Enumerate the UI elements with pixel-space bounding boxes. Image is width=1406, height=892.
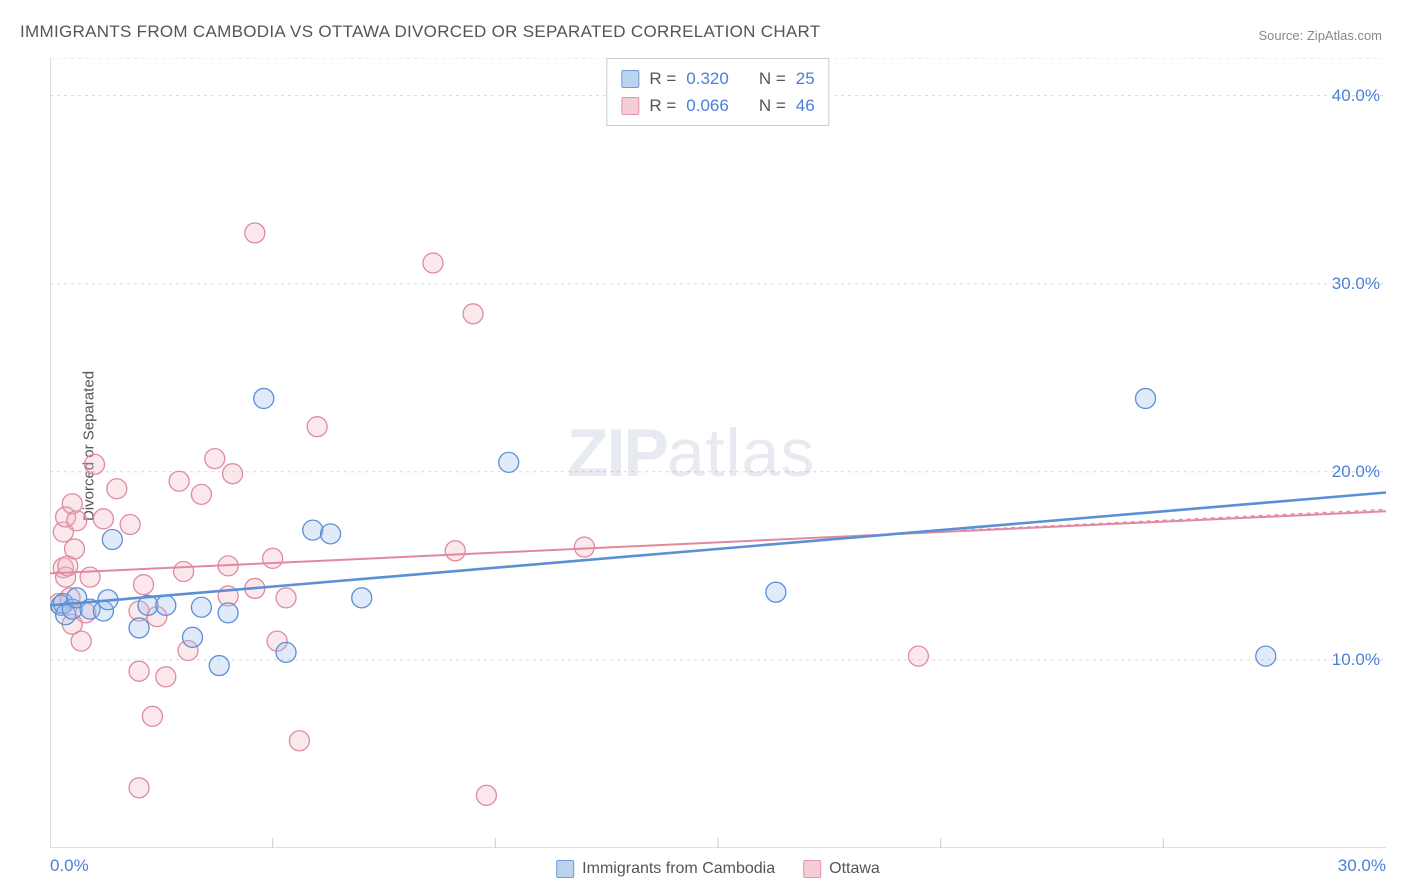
legend-series: Immigrants from Cambodia Ottawa bbox=[556, 860, 880, 878]
legend-stats-row: R = 0.066 N = 46 bbox=[621, 92, 814, 119]
n-value: 46 bbox=[796, 92, 815, 119]
legend-swatch bbox=[803, 860, 821, 878]
r-value: 0.320 bbox=[686, 65, 729, 92]
legend-swatch bbox=[556, 860, 574, 878]
chart-svg bbox=[50, 58, 1386, 848]
y-tick-label: 40.0% bbox=[1332, 86, 1380, 106]
n-value: 25 bbox=[796, 65, 815, 92]
legend-swatch bbox=[621, 70, 639, 88]
legend-label: Ottawa bbox=[829, 860, 880, 878]
r-label: R = bbox=[649, 65, 676, 92]
r-label: R = bbox=[649, 92, 676, 119]
y-tick-label: 10.0% bbox=[1332, 650, 1380, 670]
y-tick-label: 20.0% bbox=[1332, 462, 1380, 482]
x-tick-label: 0.0% bbox=[50, 856, 89, 876]
legend-stats-row: R = 0.320 N = 25 bbox=[621, 65, 814, 92]
legend-swatch bbox=[621, 97, 639, 115]
source-attribution: Source: ZipAtlas.com bbox=[1258, 28, 1382, 43]
page-title: IMMIGRANTS FROM CAMBODIA VS OTTAWA DIVOR… bbox=[20, 22, 821, 42]
x-tick-label: 30.0% bbox=[1338, 856, 1386, 876]
r-value: 0.066 bbox=[686, 92, 729, 119]
scatter-plot: ZIPatlas 10.0%20.0%30.0%40.0% 0.0%30.0% … bbox=[50, 58, 1386, 848]
legend-stats: R = 0.320 N = 25 R = 0.066 N = 46 bbox=[606, 58, 829, 126]
y-tick-label: 30.0% bbox=[1332, 274, 1380, 294]
legend-item: Immigrants from Cambodia bbox=[556, 860, 775, 878]
legend-label: Immigrants from Cambodia bbox=[582, 860, 775, 878]
n-label: N = bbox=[759, 65, 786, 92]
n-label: N = bbox=[759, 92, 786, 119]
legend-item: Ottawa bbox=[803, 860, 880, 878]
